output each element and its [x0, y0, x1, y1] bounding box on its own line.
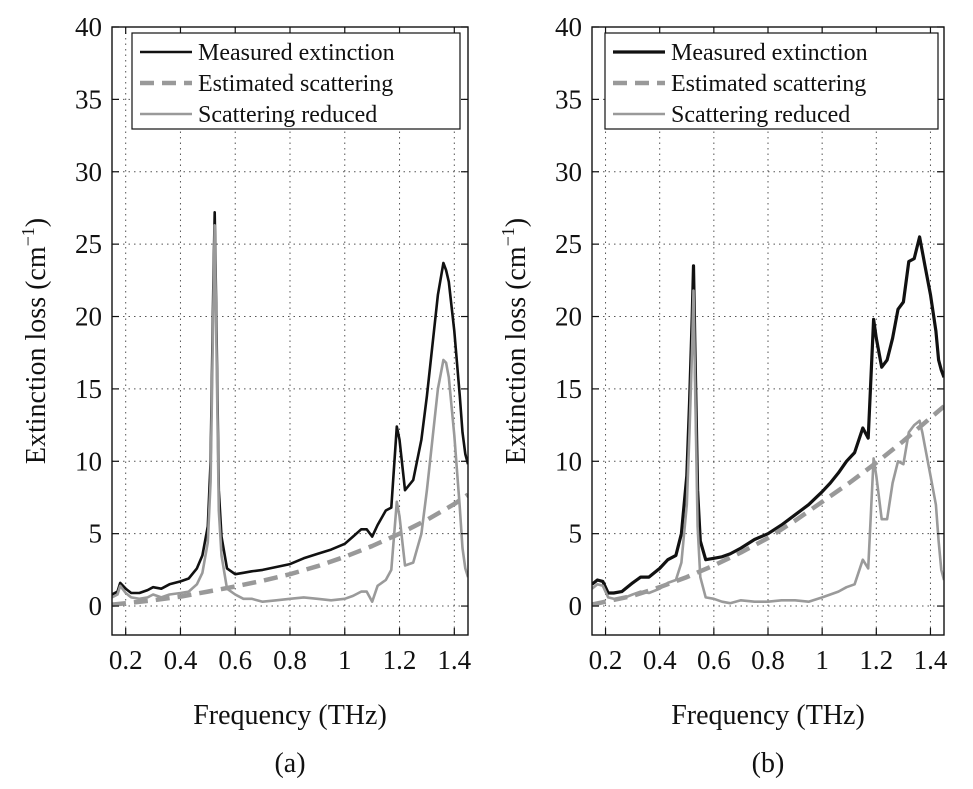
y-tick-label: 15 — [75, 374, 102, 404]
y-tick-label: 15 — [555, 374, 582, 404]
legend: Measured extinction Estimated scattering S… — [131, 32, 461, 130]
x-tick-label: 1.4 — [914, 645, 948, 675]
x-tick-label: 0.8 — [751, 645, 785, 675]
legend-label: Estimated scattering — [198, 71, 393, 97]
y-tick-label: 40 — [75, 12, 102, 42]
series-line-scattering-reduced — [112, 224, 468, 604]
y-tick-label: 10 — [75, 446, 102, 476]
series-line-estimated-scattering — [592, 404, 944, 607]
legend: Measured extinction Estimated scattering S… — [604, 32, 939, 130]
x-tick-label: 1 — [815, 645, 829, 675]
panel-label: (b) — [752, 748, 785, 779]
x-tick-label: 1.4 — [437, 645, 471, 675]
legend-label: Measured extinction — [671, 40, 868, 66]
x-axis-title: Frequency (THz) — [671, 700, 865, 731]
legend-label: Estimated scattering — [671, 71, 866, 97]
y-axis-title: Extinction loss (cm−1) — [498, 218, 532, 464]
x-tick-label: 0.4 — [643, 645, 677, 675]
y-tick-label: 25 — [75, 229, 102, 259]
x-tick-label: 0.8 — [273, 645, 307, 675]
y-tick-label: 5 — [89, 519, 103, 549]
y-tick-label: 35 — [555, 84, 582, 114]
y-tick-label: 0 — [89, 591, 103, 621]
y-tick-label: 30 — [555, 157, 582, 187]
series-group — [592, 235, 944, 607]
legend-label: Measured extinction — [198, 40, 395, 66]
y-tick-label: 10 — [555, 446, 582, 476]
legend-label: Scattering reduced — [198, 102, 377, 128]
y-tick-label: 35 — [75, 84, 102, 114]
series-line-measured-extinction — [112, 211, 468, 596]
x-tick-label: 0.6 — [697, 645, 731, 675]
x-tick-label: 1.2 — [383, 645, 417, 675]
y-tick-label: 0 — [569, 591, 583, 621]
y-tick-label: 25 — [555, 229, 582, 259]
y-axis-title: Extinction loss (cm−1) — [18, 218, 52, 464]
panel-label: (a) — [274, 748, 305, 779]
x-tick-label: 0.6 — [218, 645, 252, 675]
series-line-estimated-scattering — [112, 492, 468, 607]
x-tick-label: 0.2 — [109, 645, 143, 675]
x-axis-title: Frequency (THz) — [193, 700, 387, 731]
y-tick-label: 40 — [555, 12, 582, 42]
x-tick-label: 1.2 — [859, 645, 893, 675]
x-tick-label: 0.2 — [589, 645, 623, 675]
panel-b: 0.2 0.4 0.6 0.8 1 1.2 1.4 0 5 10 15 20 25 30 35 40 Frequ… — [498, 12, 948, 779]
series-line-measured-extinction — [592, 235, 944, 595]
series-group — [112, 211, 468, 607]
legend-label: Scattering reduced — [671, 102, 850, 128]
y-tick-label: 20 — [555, 302, 582, 332]
y-tick-label: 20 — [75, 302, 102, 332]
x-tick-label: 0.4 — [164, 645, 198, 675]
y-tick-label: 5 — [569, 519, 583, 549]
series-line-scattering-reduced — [592, 289, 944, 605]
x-tick-label: 1 — [338, 645, 352, 675]
panel-a: 0.2 0.4 0.6 0.8 1 1.2 1.4 0 5 10 15 20 25 30 35 40 Frequ… — [18, 12, 472, 779]
y-tick-label: 30 — [75, 157, 102, 187]
